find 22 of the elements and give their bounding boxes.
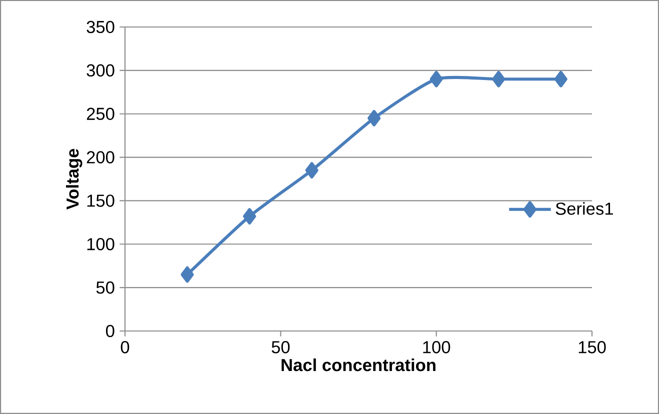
y-tick-label: 300 [86, 64, 114, 77]
x-tick-label: 150 [578, 341, 606, 354]
point [430, 70, 443, 88]
point [243, 208, 256, 225]
point [554, 70, 568, 88]
y-tick-label: 250 [86, 108, 114, 120]
y-tick-label: 200 [86, 151, 114, 164]
y-tick-label: 100 [87, 238, 114, 250]
x-tick-label: 0 [120, 341, 130, 354]
x-tick-label: 50 [272, 341, 290, 354]
y-tick-label: 0 [106, 324, 114, 338]
x-tick-label: 100 [423, 341, 450, 354]
x-axis-title: Nacl concentration [282, 358, 436, 372]
point [305, 162, 318, 179]
legend-label: Series1 [556, 202, 613, 215]
y-tick-label: 350 [86, 20, 114, 34]
y-tick-label: 50 [96, 281, 114, 294]
point [368, 110, 381, 126]
point [180, 266, 194, 283]
point [492, 70, 506, 88]
y-tick-label: 150 [87, 194, 114, 207]
y-axis-title: Voltage [66, 148, 82, 210]
